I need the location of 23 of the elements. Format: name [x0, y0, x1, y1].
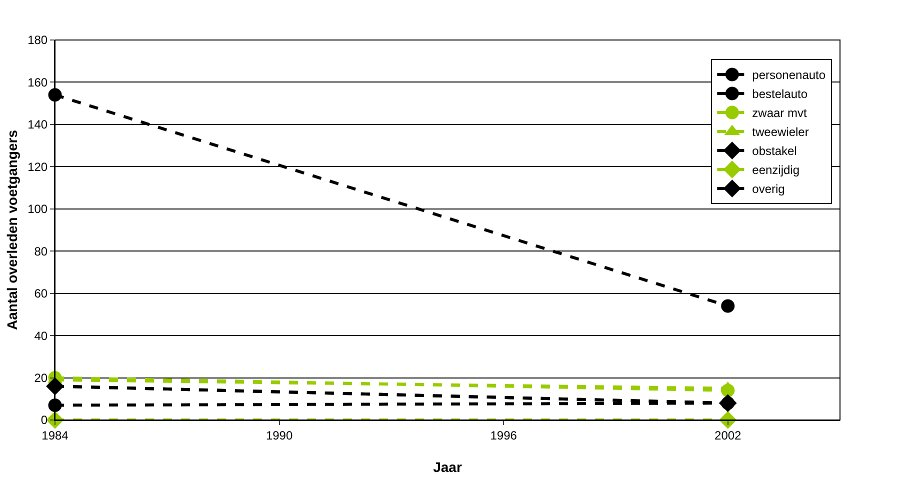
- y-tick-label: 180: [28, 33, 48, 48]
- y-tick-label: 0: [40, 413, 48, 428]
- legend-label: zwaar mvt: [752, 106, 808, 120]
- legend-label: eenzijdig: [752, 163, 800, 178]
- legend-label: bestelauto: [752, 87, 808, 102]
- y-tick-label: 100: [28, 202, 48, 216]
- x-tick-label: 2002: [714, 428, 742, 442]
- legend-label: obstakel: [752, 144, 797, 158]
- y-tick-label: 60: [34, 286, 48, 301]
- y-tick-label: 40: [34, 328, 48, 343]
- x-tick-label: 1996: [490, 428, 518, 442]
- y-tick-label: 80: [34, 244, 48, 258]
- legend-label: personenauto: [752, 68, 826, 82]
- legend-label: overig: [752, 182, 785, 196]
- y-tick-label: 20: [34, 370, 48, 385]
- y-tick-label: 120: [28, 160, 48, 174]
- x-tick-label: 1984: [42, 428, 69, 442]
- legend-label: tweewieler: [752, 125, 809, 140]
- y-tick-label: 140: [28, 118, 48, 132]
- x-axis-title: Jaar: [433, 459, 462, 475]
- y-tick-label: 160: [28, 75, 48, 90]
- x-tick-label: 1990: [266, 428, 293, 442]
- y-axis-title: Aantal overleden voetgangers: [4, 130, 20, 330]
